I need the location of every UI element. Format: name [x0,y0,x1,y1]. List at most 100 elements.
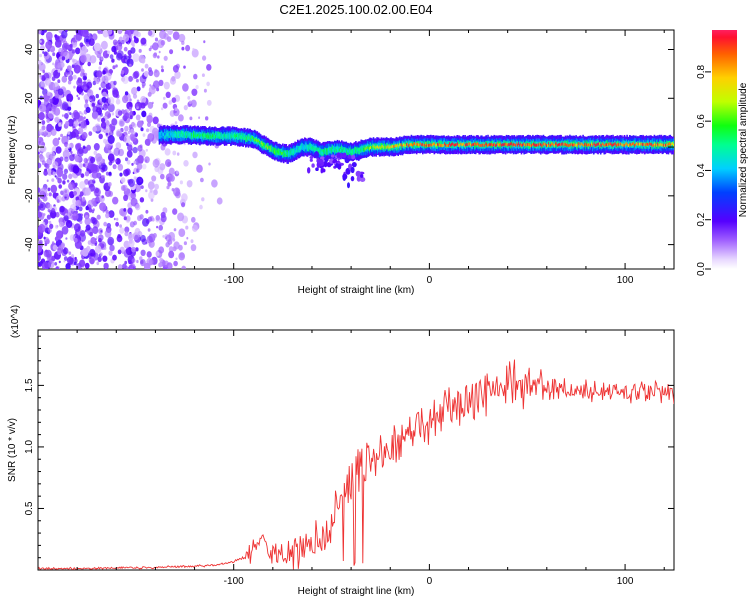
noise-blob [44,78,52,86]
noise-blob [162,235,165,238]
noise-blob [172,208,178,215]
noise-blob [137,155,144,164]
ridge-cell [574,143,576,147]
ridge-cell [671,142,673,146]
noise-blob [124,260,128,265]
ridge-cell [435,143,437,147]
noise-blob [128,124,133,129]
ridge-cell [510,142,512,146]
ridge-cell [267,145,270,149]
ridge-cell [350,150,353,154]
noise-blob [146,128,150,133]
ridge-cell [206,134,208,138]
noise-blob [77,127,84,135]
ridge-cell [276,149,279,153]
noise-blob [105,212,110,219]
noise-blob [192,151,198,159]
y-tick-label: -20 [24,188,35,203]
ridge-cell [363,147,365,151]
ridge-cell [668,142,671,146]
noise-blob [139,178,143,183]
top-x-axis-label: Height of straight line (km) [298,285,415,296]
noise-blob [38,140,41,144]
noise-blob [140,102,146,109]
noise-blob [99,202,107,212]
noise-blob [132,93,138,99]
noise-blob [141,68,144,72]
noise-blob [139,256,143,261]
noise-blob [86,81,93,89]
ridge-cell [542,142,545,146]
ridge-cell [226,133,229,141]
ridge-cell [667,143,670,147]
ridge-cell [513,143,516,147]
ridge-cell [424,144,427,147]
ridge-cell [490,142,493,146]
ridge-cell [521,143,524,147]
ridge-cell [178,132,180,136]
noise-blob [61,30,68,39]
noise-blob [152,80,160,89]
noise-blob [64,156,69,163]
noise-blob [50,184,58,194]
noise-blob [38,30,43,35]
noise-blob [176,170,179,175]
ridge-cell [378,142,380,150]
noise-blob [149,84,152,87]
ridge-cell [504,142,507,146]
noise-blob [141,58,146,64]
ridge-cell [538,143,540,147]
noise-blob [124,91,129,96]
noise-blob [198,116,201,119]
ridge-cell [336,148,339,152]
noise-blob [117,234,121,239]
noise-blob [47,187,51,192]
ridge-cell [308,145,310,149]
noise-blob [155,251,160,257]
noise-blob [56,192,59,196]
ridge-cell [193,134,195,138]
noise-blob [52,52,56,57]
noise-blob [115,142,122,150]
ridge-cell [301,142,303,150]
ridge-cell [580,142,583,146]
noise-blob [119,224,122,228]
ridge-cell [503,143,505,147]
ridge-cell [172,134,175,138]
ridge-cell [578,142,581,146]
ridge-cell [503,142,506,146]
ridge-cell [258,139,260,143]
ridge-cell [345,150,347,153]
ridge-cell [408,143,411,147]
ridge-cell [511,142,513,146]
noise-blob [190,239,194,244]
noise-blob [164,148,171,156]
ridge-cell [180,130,183,138]
ridge-cell [344,149,347,153]
noise-blob [80,173,85,179]
noise-blob [39,53,43,58]
ridge-cell [311,146,313,150]
ridge-cell [559,143,561,146]
ridge-cell [400,143,403,146]
noise-blob [50,210,57,219]
ridge-cell [332,145,334,152]
noise-blob [94,42,101,52]
noise-blob [182,83,189,92]
noise-blob [131,162,134,166]
noise-blob [100,40,108,50]
ridge-cell [169,132,171,136]
noise-blob [45,238,50,245]
noise-blob [163,96,166,100]
noise-blob [137,145,143,152]
ridge-cell [621,143,623,146]
ridge-cell [264,143,266,147]
noise-blob [206,64,212,71]
noise-blob [158,246,165,254]
noise-blob [144,63,149,69]
noise-blob [101,175,104,179]
noise-blob [132,53,140,62]
ridge-cell [240,135,243,139]
ridge-cell [244,133,246,141]
